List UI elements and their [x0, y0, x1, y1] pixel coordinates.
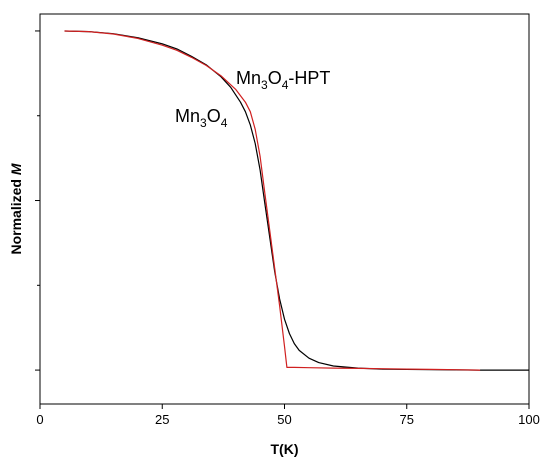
x-tick-label: 75: [400, 412, 414, 427]
y-axis-title: Normalized M: [8, 163, 24, 254]
x-tick-label: 0: [36, 412, 43, 427]
series-line-0: [64, 30, 529, 371]
x-axis-title: T(K): [271, 441, 299, 457]
x-tick-label: 25: [155, 412, 169, 427]
y-axis-title-prefix: Normalized: [8, 175, 24, 254]
x-axis-ticks: 0 25 50 75 100: [36, 404, 540, 427]
x-tick-label: 50: [277, 412, 291, 427]
y-axis-title-variable: M: [8, 163, 24, 175]
series-line-1: [64, 30, 481, 371]
series-layer: [64, 30, 529, 371]
annotation-mn3o4: Mn3O4: [175, 106, 228, 130]
y-axis-ticks: [35, 30, 40, 371]
x-tick-label: 100: [518, 412, 540, 427]
annotation-mn3o4-hpt: Mn3O4-HPT: [236, 68, 330, 92]
